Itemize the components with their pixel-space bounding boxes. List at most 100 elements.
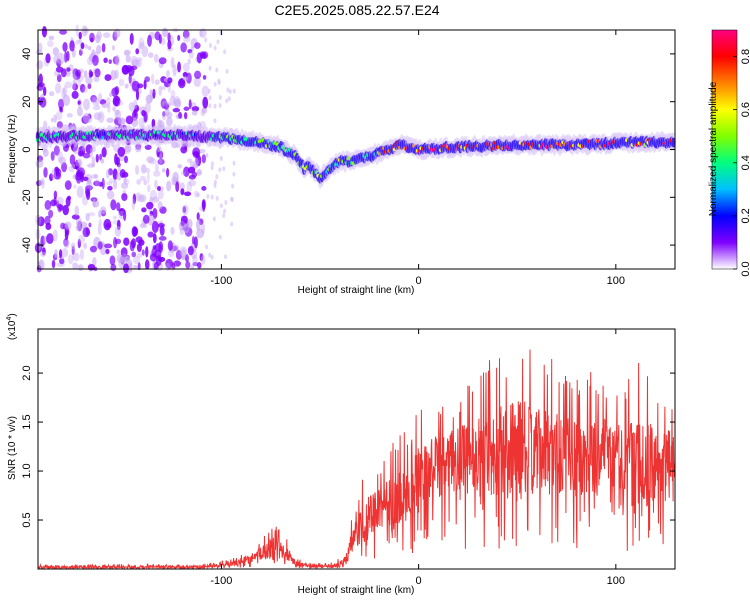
- spectrogram-noise-cell: [208, 43, 212, 49]
- spectrogram-noise-cell: [124, 155, 128, 164]
- spectrogram-noise-cell: [87, 45, 92, 51]
- spectrogram-noise-cell: [192, 147, 201, 159]
- spectrogram-noise-cell: [187, 49, 193, 54]
- spectrogram-noise-cell: [139, 223, 148, 229]
- spectrogram-noise-cell: [64, 180, 72, 191]
- spectrogram-noise-cell: [119, 168, 126, 178]
- spectrogram-noise-cell: [145, 94, 153, 104]
- spectrogram-noise-cell: [44, 215, 51, 226]
- spectrogram-noise-cell: [53, 145, 60, 156]
- spectrogram-noise-cell: [138, 44, 142, 50]
- spectrogram-noise-cell: [51, 259, 56, 269]
- spectrogram-noise-cell: [51, 168, 57, 181]
- spectrogram-noise-cell: [62, 204, 69, 216]
- spectrogram-noise-cell: [72, 252, 80, 262]
- spectrogram-noise-cell: [145, 201, 154, 210]
- spectrogram-noise-cell: [124, 144, 132, 153]
- spectrogram-noise-cell: [86, 56, 94, 66]
- spectrogram-noise-cell: [124, 83, 129, 89]
- spectrogram-noise-cell: [166, 180, 172, 192]
- spectrogram-noise-cell: [117, 117, 126, 125]
- spectrogram-noise-cell: [173, 244, 180, 252]
- spectrogram-noise-cell: [82, 152, 91, 159]
- spectrogram-noise-cell: [177, 164, 183, 169]
- spectrogram-noise-cell: [49, 173, 54, 182]
- spectrogram-noise-cell: [92, 257, 97, 266]
- spectrogram-noise-cell: [56, 196, 64, 206]
- spectrogram-noise-cell: [185, 72, 192, 84]
- spectrogram-noise-cell: [141, 207, 147, 213]
- spectrogram-noise-cell: [154, 163, 159, 172]
- spectrogram-noise-cell: [110, 199, 117, 211]
- spectrogram-noise-cell: [38, 241, 42, 250]
- spectrogram-noise-cell: [217, 78, 221, 84]
- spectrogram-noise-cell: [72, 145, 80, 155]
- spectrogram-noise-cell: [172, 108, 181, 113]
- spectrogram-noise-cell: [56, 52, 65, 65]
- spectrogram-noise-cell: [105, 169, 110, 180]
- spectrogram-noise-cell: [205, 152, 209, 158]
- spectrogram-noise-cell: [225, 68, 229, 74]
- spectrogram-noise-cell: [179, 182, 185, 191]
- spectrogram-noise-cell: [144, 76, 151, 83]
- spectrogram-noise-cell: [170, 226, 175, 235]
- spectrogram-noise-cell: [139, 106, 147, 112]
- spectrogram-noise-cell: [62, 94, 71, 106]
- spectrogram-noise-cell: [146, 171, 150, 184]
- spectrogram-noise-cell: [116, 253, 125, 264]
- spectrogram-noise-cell: [58, 249, 63, 259]
- spectrogram-noise-cell: [69, 40, 75, 52]
- spectrogram-noise-cell: [130, 55, 138, 67]
- spectrogram-noise-cell: [84, 44, 89, 49]
- spectrogram-noise-cell: [92, 198, 96, 208]
- spectrogram-noise-cell: [153, 170, 161, 177]
- spectrogram-noise-cell: [78, 234, 86, 244]
- spectrogram-noise-cell: [202, 75, 207, 80]
- spectrogram-noise-cell: [147, 52, 154, 58]
- spectrogram-noise-cell: [139, 42, 145, 47]
- spectrogram-noise-cell: [37, 42, 43, 53]
- spectrogram-noise-cell: [131, 226, 138, 237]
- spectrogram-noise-cell: [166, 69, 170, 78]
- spectrogram-noise-cell: [133, 256, 140, 265]
- spectrogram-noise-cell: [210, 161, 214, 167]
- spectrogram-noise-cell: [101, 147, 107, 158]
- spectrogram-noise-cell: [144, 101, 151, 114]
- spectrogram-noise-cell: [194, 42, 201, 49]
- spectrogram-noise-cell: [106, 117, 114, 123]
- spectrogram-noise-cell: [87, 263, 96, 271]
- snr-series-line: [38, 349, 675, 569]
- spectrogram-noise-cell: [154, 249, 162, 259]
- spectrogram-noise-cell: [97, 223, 102, 236]
- spectrogram-noise-cell: [53, 114, 57, 123]
- spectrogram-noise-cell: [156, 186, 161, 191]
- snr-x-tick-label: 100: [607, 575, 625, 587]
- spectrogram-noise-cell: [201, 107, 208, 114]
- spectrogram-noise-cell: [50, 117, 54, 123]
- spectrogram-noise-cell: [225, 98, 229, 104]
- spectrogram-noise-cell: [166, 167, 170, 178]
- spectrogram-noise-cell: [200, 108, 206, 117]
- spectrogram-noise-cell: [120, 182, 129, 189]
- spectrogram-noise-cell: [161, 111, 167, 121]
- spectrogram-noise-cell: [177, 34, 181, 42]
- spectrogram-noise-cell: [62, 85, 68, 97]
- spectrogram-noise-cell: [158, 34, 162, 44]
- spectrogram-noise-cell: [35, 159, 44, 168]
- spectrogram-noise-cell: [72, 262, 79, 270]
- spectrogram-noise-cell: [77, 150, 84, 157]
- spectrogram-noise-cell: [230, 197, 234, 203]
- spectrogram-noise-cell: [201, 186, 207, 191]
- spectrogram-noise-cell: [154, 79, 160, 85]
- spectrogram-noise-cell: [103, 218, 112, 231]
- spectrogram-noise-cell: [148, 158, 157, 165]
- spectrogram-noise-cell: [53, 171, 61, 180]
- spectrogram-noise-cell: [219, 203, 223, 209]
- spectrogram-noise-cell: [200, 255, 206, 265]
- spectrogram-noise-cell: [145, 246, 149, 258]
- spectrogram-noise-cell: [77, 264, 84, 272]
- spectrogram-noise-cell: [167, 32, 171, 42]
- spectrogram-noise-cell: [188, 51, 194, 59]
- spectrogram-noise-cell: [128, 262, 133, 273]
- spectrogram-noise-cell: [123, 49, 131, 56]
